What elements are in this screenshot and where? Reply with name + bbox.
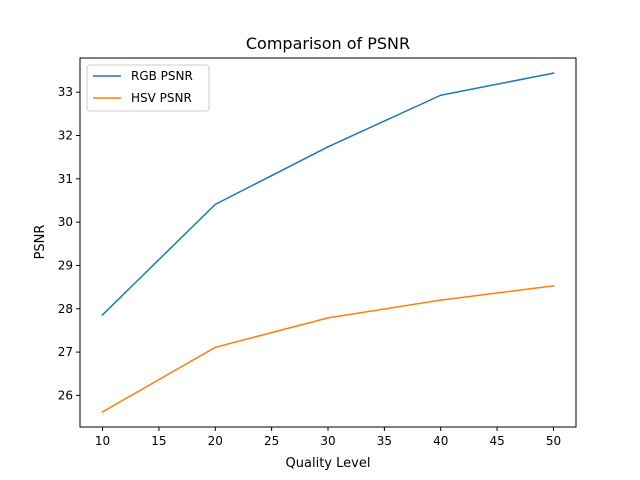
x-tick-label: 45 xyxy=(489,434,504,448)
chart-title: Comparison of PSNR xyxy=(246,34,410,53)
x-tick-label: 35 xyxy=(377,434,392,448)
data-point-hsv-psnr xyxy=(552,285,555,287)
x-tick-label: 15 xyxy=(151,434,166,448)
data-point-rgb-psnr xyxy=(552,72,555,74)
y-tick-label: 27 xyxy=(58,345,73,359)
y-tick-label: 28 xyxy=(58,302,73,316)
data-point-hsv-psnr xyxy=(214,346,217,349)
x-tick-label: 30 xyxy=(320,434,335,448)
legend: RGB PSNR HSV PSNR xyxy=(86,64,210,112)
x-axis-label: Quality Level xyxy=(286,456,371,471)
legend-label-hsv-psnr: HSV PSNR xyxy=(131,91,192,105)
data-point-hsv-psnr xyxy=(327,317,329,319)
plot-area xyxy=(80,58,576,427)
data-point-hsv-psnr xyxy=(439,299,442,301)
x-tick-label: 20 xyxy=(208,434,223,448)
y-tick-label: 26 xyxy=(58,388,73,402)
x-axis: 10 15 20 25 30 35 40 45 50 xyxy=(95,427,561,448)
y-tick-label: 29 xyxy=(58,258,73,272)
x-tick-label: 40 xyxy=(433,434,448,448)
x-tick-label: 10 xyxy=(95,434,110,448)
data-point-rgb-psnr xyxy=(214,203,217,206)
legend-label-rgb-psnr: RGB PSNR xyxy=(131,69,193,83)
y-tick-label: 30 xyxy=(58,215,73,229)
y-tick-label: 32 xyxy=(58,129,73,143)
data-point-rgb-psnr xyxy=(327,145,329,148)
x-tick-label: 25 xyxy=(264,434,279,448)
y-tick-label: 31 xyxy=(58,172,73,186)
series-layer xyxy=(101,72,555,413)
data-point-hsv-psnr xyxy=(101,411,104,413)
data-point-rgb-psnr xyxy=(101,314,104,316)
y-tick-label: 33 xyxy=(58,85,73,99)
data-point-rgb-psnr xyxy=(439,94,442,97)
y-axis: 26 27 28 29 30 31 32 33 xyxy=(58,85,80,402)
y-axis-label: PSNR xyxy=(33,225,48,260)
plot-border xyxy=(79,57,577,428)
x-tick-label: 50 xyxy=(546,434,561,448)
